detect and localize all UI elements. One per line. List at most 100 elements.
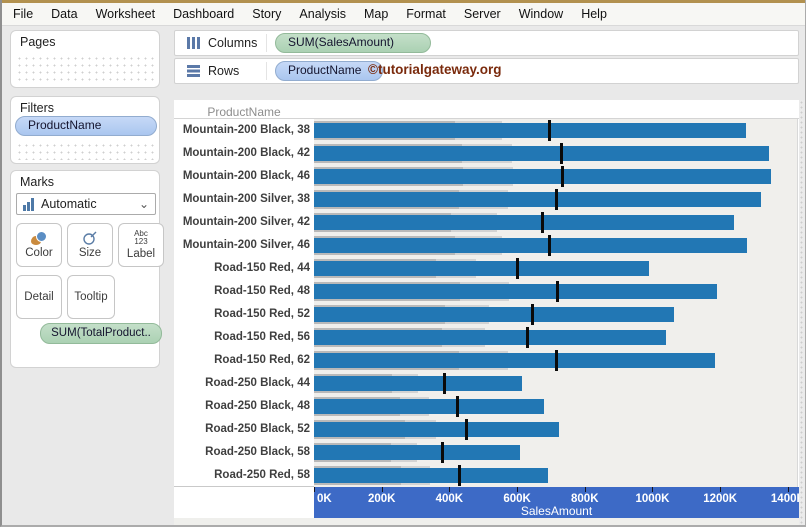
axis-tick-label: 0K [317, 493, 332, 505]
size-button-label: Size [78, 247, 102, 259]
axis-tick [720, 487, 722, 492]
scrollbar[interactable] [799, 100, 805, 525]
row-label[interactable]: Road-150 Red, 48 [214, 285, 310, 297]
menu-item-help[interactable]: Help [581, 7, 607, 21]
menu-item-map[interactable]: Map [363, 7, 389, 21]
shelf-divider [266, 34, 267, 52]
row-label[interactable]: Road-250 Red, 58 [214, 469, 310, 481]
row-label[interactable]: Mountain-200 Black, 46 [182, 170, 310, 182]
bullet-row [314, 257, 797, 280]
axis-tick-label: 200K [367, 493, 396, 505]
filters-drop-area[interactable] [16, 142, 156, 160]
row-label[interactable]: Road-250 Black, 52 [205, 423, 310, 435]
reference-line [530, 304, 534, 325]
columns-shelf-label: Columns [208, 36, 258, 50]
marks-title: Marks [20, 175, 55, 189]
sales-bar[interactable] [314, 330, 666, 345]
row-label[interactable]: Road-250 Black, 58 [205, 446, 310, 458]
columns-pill-salesamount[interactable]: SUM(SalesAmount) [275, 33, 431, 53]
sales-bar[interactable] [314, 307, 675, 322]
bullet-row [314, 395, 797, 418]
axis-tick-label: 400K [435, 493, 464, 505]
pages-drop-area[interactable] [16, 55, 156, 83]
mark-type-value: Automatic [41, 197, 97, 211]
mark-type-dropdown[interactable]: Automatic ⌄ [16, 193, 156, 215]
detail-button-label: Detail [24, 291, 54, 303]
size-button[interactable]: Size [67, 223, 113, 267]
bullet-row [314, 372, 797, 395]
columns-shelf[interactable]: Columns SUM(SalesAmount) [174, 30, 799, 56]
x-axis-highlighted[interactable]: SalesAmount 0K 200K 400K 600K 800K 1000K 1200K… [314, 487, 805, 518]
sales-bar[interactable] [314, 468, 548, 483]
sales-bar[interactable] [314, 353, 716, 368]
reference-line [515, 258, 519, 279]
sales-bar[interactable] [314, 192, 761, 207]
sales-bar[interactable] [314, 238, 748, 253]
rows-pill-productname[interactable]: ProductName [275, 61, 383, 81]
menu-item-data[interactable]: Data [51, 7, 78, 21]
bullet-row [314, 349, 797, 372]
reference-line [464, 419, 468, 440]
pages-card: Pages [10, 30, 160, 88]
row-label[interactable]: Road-150 Red, 62 [214, 354, 310, 366]
axis-tick [584, 487, 586, 492]
label-button[interactable]: Abc 123 Label [118, 223, 164, 267]
menu-item-story[interactable]: Story [252, 7, 282, 21]
sales-bar[interactable] [314, 284, 717, 299]
bullet-row [314, 326, 797, 349]
filter-pill-productname[interactable]: ProductName [15, 116, 157, 136]
rows-shelf[interactable]: Rows ProductName [174, 58, 799, 84]
row-label[interactable]: Road-150 Red, 44 [214, 262, 310, 274]
sales-bar[interactable] [314, 169, 771, 184]
row-label[interactable]: Mountain-200 Black, 42 [182, 147, 310, 159]
marks-pill-totalproductcost[interactable]: SUM(TotalProduct.. [40, 323, 162, 344]
axis-tick-label: 1000K [635, 493, 670, 505]
tooltip-button[interactable]: Tooltip [67, 275, 115, 319]
menu-item-worksheet[interactable]: Worksheet [95, 7, 156, 21]
color-button[interactable]: Color [16, 223, 62, 267]
sales-bar[interactable] [314, 422, 560, 437]
menu-item-analysis[interactable]: Analysis [299, 7, 346, 21]
row-label[interactable]: Mountain-200 Silver, 42 [182, 216, 310, 228]
axis-tick [517, 487, 519, 492]
sales-bar[interactable] [314, 261, 650, 276]
reference-line [554, 189, 558, 210]
bullet-row [314, 211, 797, 234]
header-rule [174, 118, 799, 119]
detail-button[interactable]: Detail [16, 275, 62, 319]
shelf-divider [266, 62, 267, 80]
row-label[interactable]: Road-150 Red, 56 [214, 331, 310, 343]
row-label[interactable]: Mountain-200 Black, 38 [182, 124, 310, 136]
sales-bar[interactable] [314, 399, 545, 414]
menu-item-dashboard[interactable]: Dashboard [173, 7, 235, 21]
menu-item-window[interactable]: Window [518, 7, 564, 21]
color-icon [30, 231, 48, 245]
size-icon [83, 231, 97, 245]
sales-bar[interactable] [314, 123, 746, 138]
row-label[interactable]: Road-150 Red, 52 [214, 308, 310, 320]
axis-tick [449, 487, 451, 492]
bullet-row [314, 303, 797, 326]
reference-line [456, 396, 460, 417]
menu-item-format[interactable]: Format [406, 7, 446, 21]
sales-bar[interactable] [314, 445, 521, 460]
sales-bar[interactable] [314, 376, 523, 391]
row-label[interactable]: Road-250 Black, 44 [205, 377, 310, 389]
bullet-row [314, 165, 797, 188]
reference-line [547, 235, 551, 256]
row-label[interactable]: Mountain-200 Silver, 46 [182, 239, 310, 251]
menu-item-file[interactable]: File [13, 7, 34, 21]
row-header-title: ProductName [207, 105, 281, 119]
row-label[interactable]: Road-250 Black, 48 [205, 400, 310, 412]
reference-line [556, 281, 560, 302]
row-label[interactable]: Mountain-200 Silver, 38 [182, 193, 310, 205]
reference-line [441, 442, 445, 463]
color-button-label: Color [25, 247, 53, 259]
pages-title: Pages [20, 35, 56, 49]
plot-area [314, 119, 798, 487]
menu-item-server[interactable]: Server [463, 7, 501, 21]
marks-card: Marks Automatic ⌄ Color Size Abc 123 Lab… [10, 170, 164, 368]
sales-bar[interactable] [314, 215, 734, 230]
sales-bar[interactable] [314, 146, 770, 161]
